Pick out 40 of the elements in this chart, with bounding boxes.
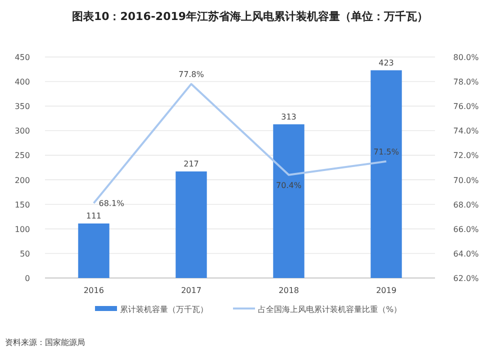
y-tick-label: 50: [20, 249, 30, 258]
y2-tick-label: 68.0%: [453, 200, 480, 210]
y-tick-label: 250: [14, 151, 30, 160]
y2-tick-label: 76.0%: [453, 102, 480, 112]
y-tick-label: 400: [14, 78, 30, 87]
y-tick-label: 0: [24, 274, 30, 283]
x-tick-label: 2017: [181, 286, 202, 295]
y2-tick-label: 62.0%: [453, 274, 480, 283]
text: 资料来源：国家能源局: [5, 338, 85, 347]
bar: [78, 223, 110, 278]
x-tick-label: 2016: [84, 286, 104, 295]
y2-tick-label: 70.0%: [453, 176, 480, 185]
y2-tick-label: 64.0%: [453, 249, 480, 258]
data-label: 68.1%: [98, 199, 125, 208]
y-tick-label: 200: [14, 176, 30, 185]
data-label: 423: [378, 58, 394, 68]
bar: [176, 171, 207, 278]
data-label: 217: [184, 159, 199, 168]
y2-tick-label: 74.0%: [453, 126, 480, 136]
y-tick-label: 150: [14, 200, 30, 210]
x-tick-label: 2019: [376, 286, 396, 295]
chart-title: 图表10：2016-2019年江苏省海上风电累计装机容量（单位：万千瓦）: [72, 10, 428, 23]
y2-tick-label: 72.0%: [453, 151, 480, 160]
data-label: 70.4%: [276, 180, 302, 190]
bar: [273, 124, 304, 278]
bar: [370, 70, 402, 278]
legend-label: 占全国海上风电累计装机容量比重（%）: [258, 305, 402, 314]
data-label: 111: [86, 211, 102, 220]
y-tick-label: 300: [14, 126, 30, 136]
y-tick-label: 450: [14, 53, 30, 62]
legend-label: 累计装机容量（万千瓦）: [120, 305, 208, 314]
data-label: 77.8%: [178, 70, 204, 80]
y-tick-label: 100: [14, 224, 30, 234]
y2-tick-label: 78.0%: [453, 78, 480, 87]
y2-tick-label: 80.0%: [453, 53, 480, 62]
data-label: 71.5%: [374, 147, 400, 156]
x-tick-label: 2018: [278, 286, 299, 295]
y2-tick-label: 66.0%: [453, 224, 480, 234]
data-label: 313: [281, 112, 296, 122]
y-tick-label: 350: [14, 102, 30, 112]
